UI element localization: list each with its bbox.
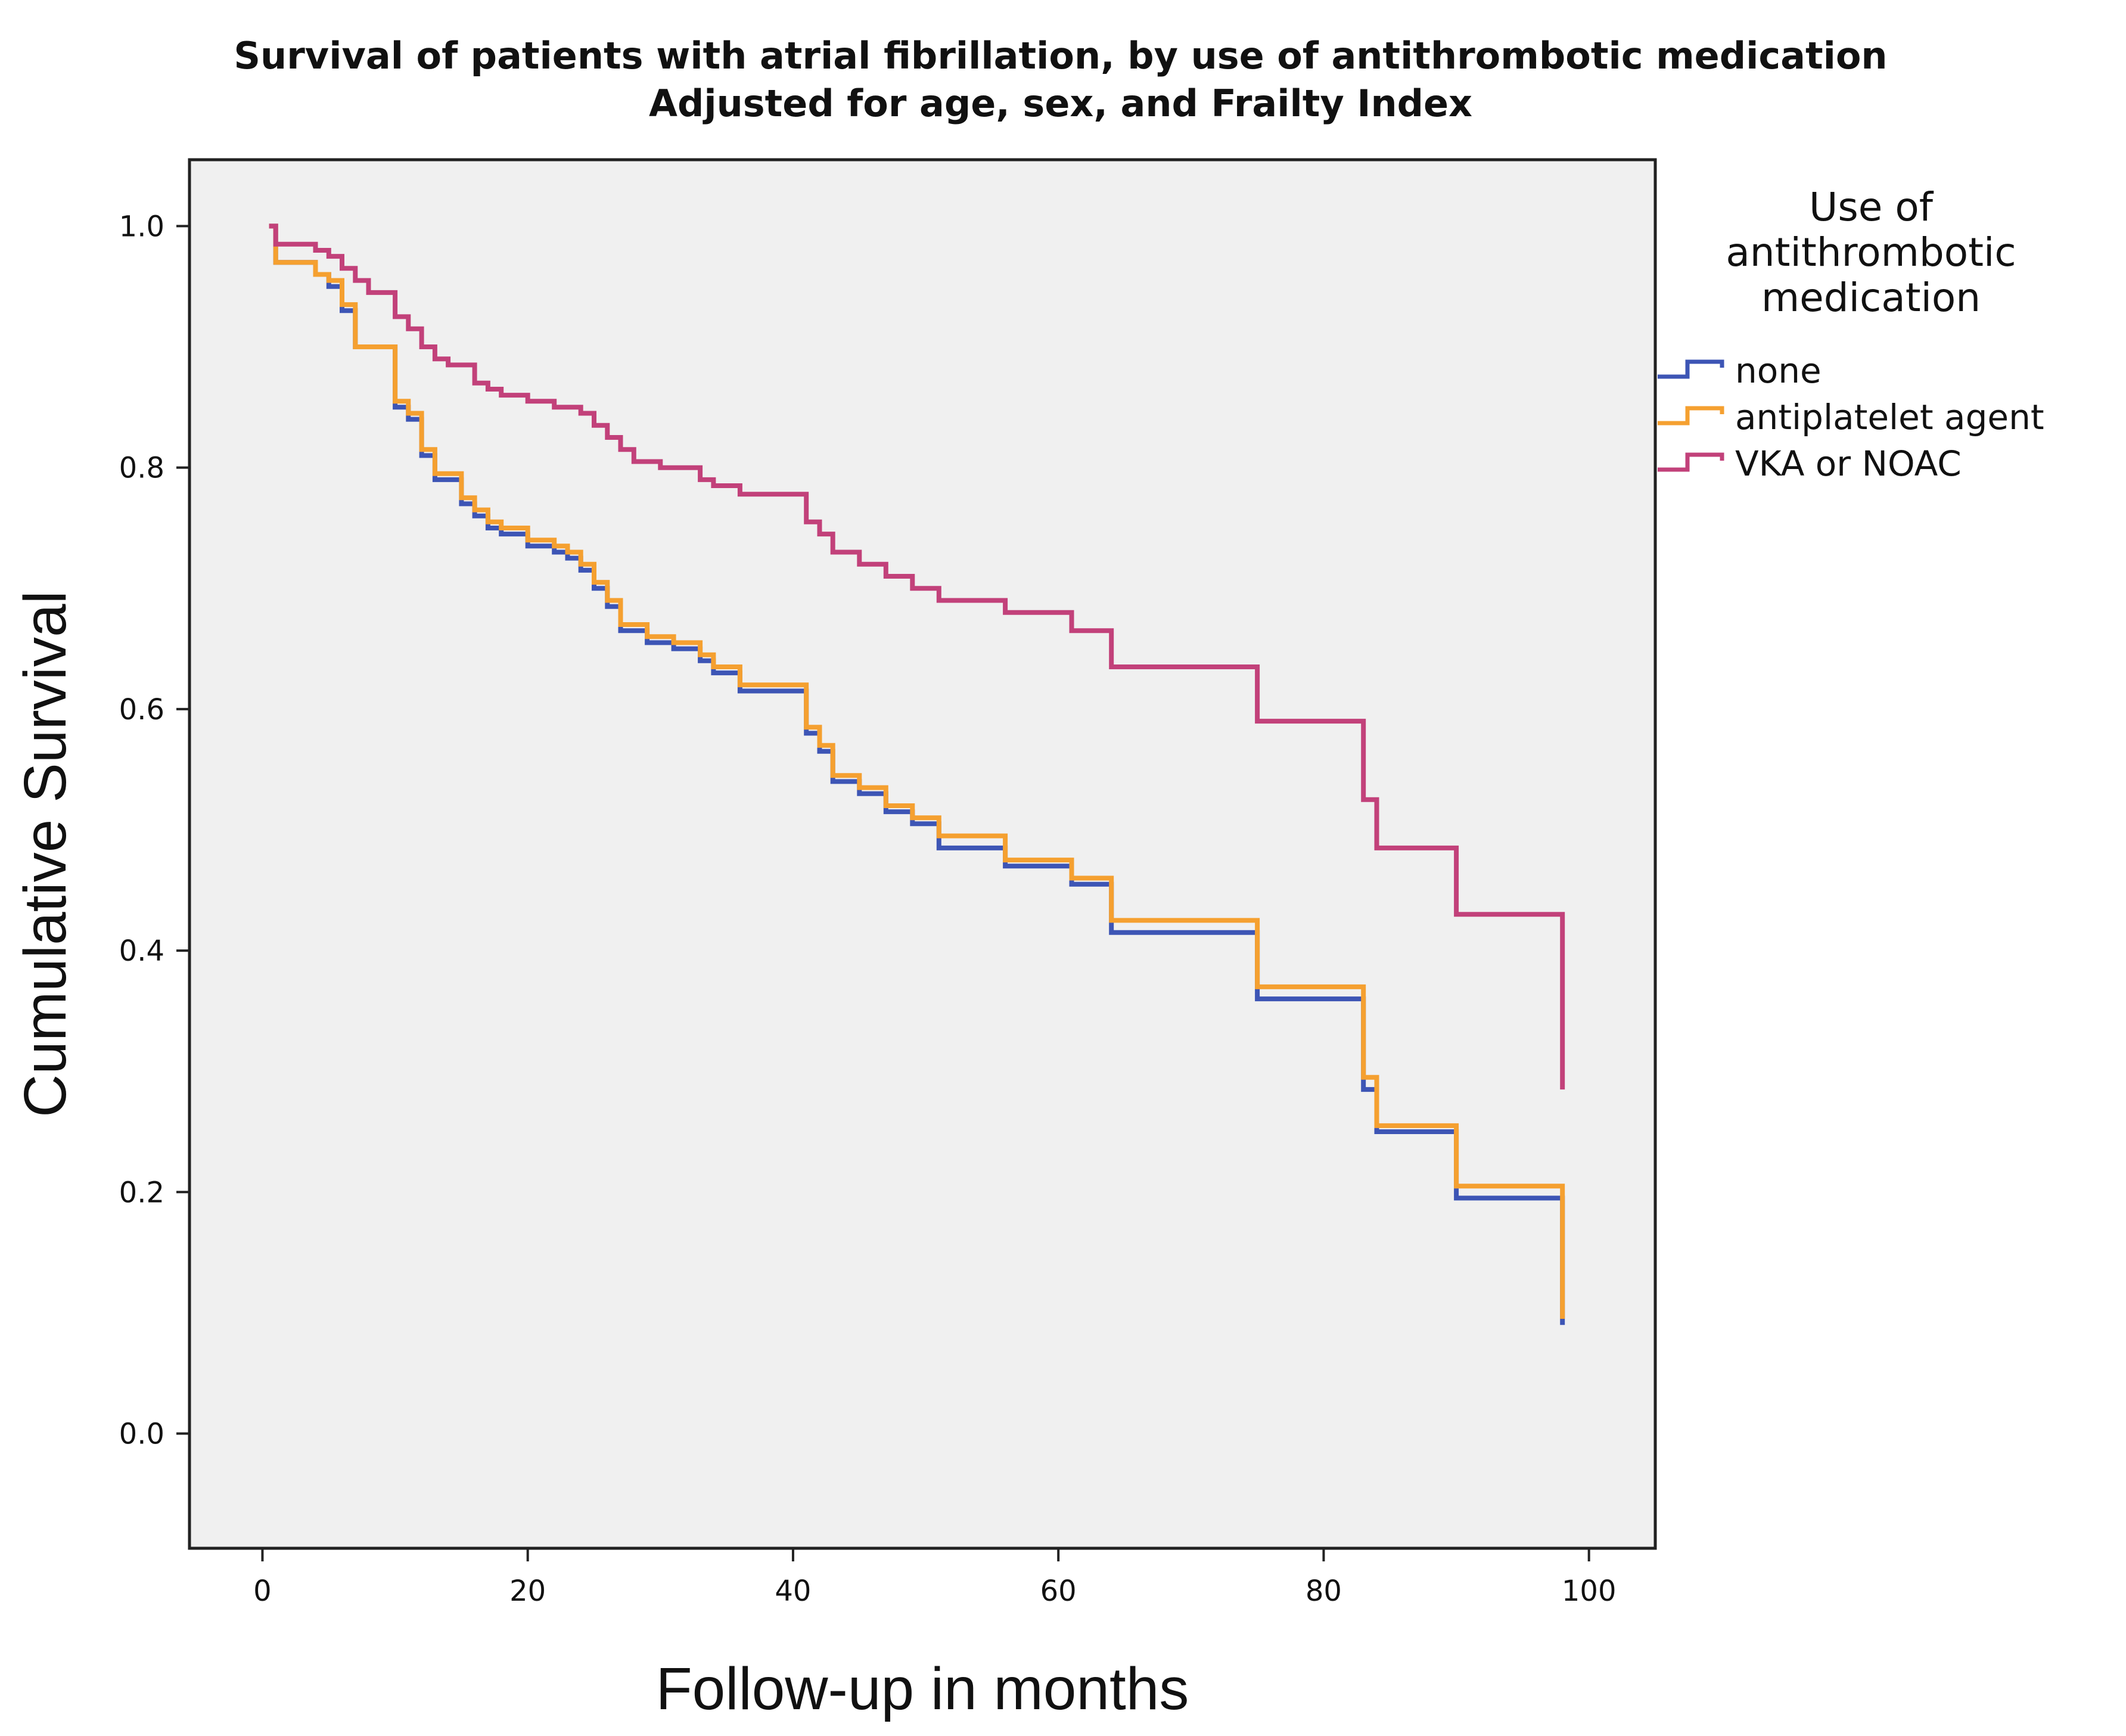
legend-swatch-vka-or-noac [1658, 452, 1724, 472]
plot-area [188, 158, 1657, 1550]
y-tick-label: 0.6 [119, 693, 164, 726]
y-axis-label: Cumulative Survival [12, 591, 79, 1117]
legend-title-line: Use of [1809, 184, 1934, 230]
y-tick-label: 0.2 [119, 1176, 164, 1209]
x-tick-label: 80 [1306, 1574, 1342, 1608]
x-tick-label: 20 [509, 1574, 546, 1608]
chart-title: Survival of patients with atrial fibrill… [234, 34, 1887, 77]
y-tick-label: 0.8 [119, 452, 164, 485]
y-tick-label: 1.0 [119, 210, 164, 243]
axes: 0 20 40 60 80 100 0.0 0.2 0.4 0.6 0.8 1.0 [119, 210, 1617, 1608]
legend-entry-label: VKA or NOAC [1735, 443, 1962, 484]
chart-subtitle: Adjusted for age, sex, and Frailty Index [649, 82, 1472, 125]
y-tick-label: 0.4 [119, 934, 164, 968]
legend-title-line: medication [1761, 275, 1981, 321]
series-line-vka-or-noac [269, 223, 1565, 1090]
x-tick-label: 60 [1040, 1574, 1077, 1608]
legend-title-line: antithrombotic [1726, 229, 2016, 275]
series-line-antiplatelet-agent [269, 223, 1565, 1319]
x-tick-label: 0 [253, 1574, 272, 1608]
legend-swatch-antiplatelet-agent [1658, 406, 1724, 426]
legend-swatch-none [1658, 359, 1724, 379]
x-axis-label: Follow-up in months [656, 1656, 1189, 1722]
series-lines [269, 223, 1565, 1325]
legend-entry-label: none [1735, 350, 1822, 391]
y-tick-label: 0.0 [119, 1418, 164, 1451]
x-tick-label: 100 [1562, 1574, 1617, 1608]
x-tick-label: 40 [775, 1574, 811, 1608]
legend-entry-label: antiplatelet agent [1735, 397, 2044, 437]
